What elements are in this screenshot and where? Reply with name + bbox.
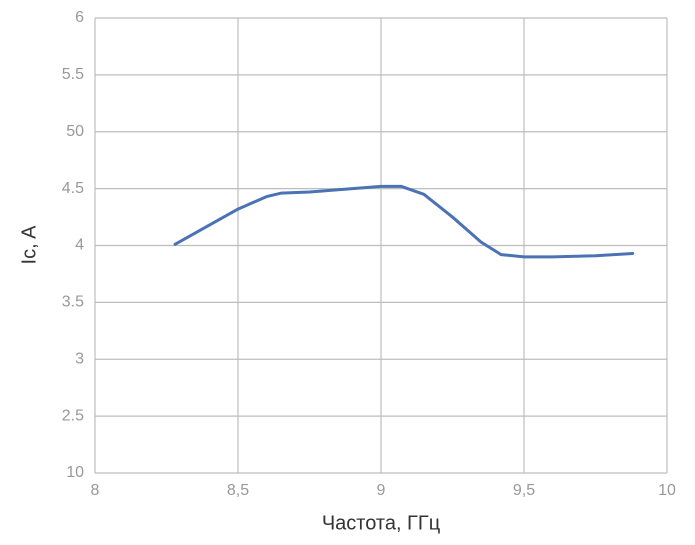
y-tick-label: 4.5 (62, 180, 84, 197)
y-tick-label: 6 (75, 9, 84, 26)
y-tick-label: 3 (75, 350, 84, 367)
y-tick-label: 2.5 (62, 407, 84, 424)
x-tick-label: 8,5 (227, 482, 249, 499)
y-axis-label: Ic, A (18, 225, 40, 265)
x-tick-label: 9 (377, 482, 386, 499)
data-line (173, 184, 635, 259)
y-tick-label: 10 (66, 464, 84, 481)
x-axis-label: Частота, ГГц (322, 512, 440, 534)
y-tick-label: 3.5 (62, 294, 84, 311)
y-tick-label: 4 (75, 237, 84, 254)
x-tick-label: 10 (658, 482, 676, 499)
y-tick-label: 50 (66, 123, 84, 140)
x-tick-label: 8 (91, 482, 100, 499)
y-tick-label: 5.5 (62, 66, 84, 83)
x-tick-label: 9,5 (513, 482, 535, 499)
